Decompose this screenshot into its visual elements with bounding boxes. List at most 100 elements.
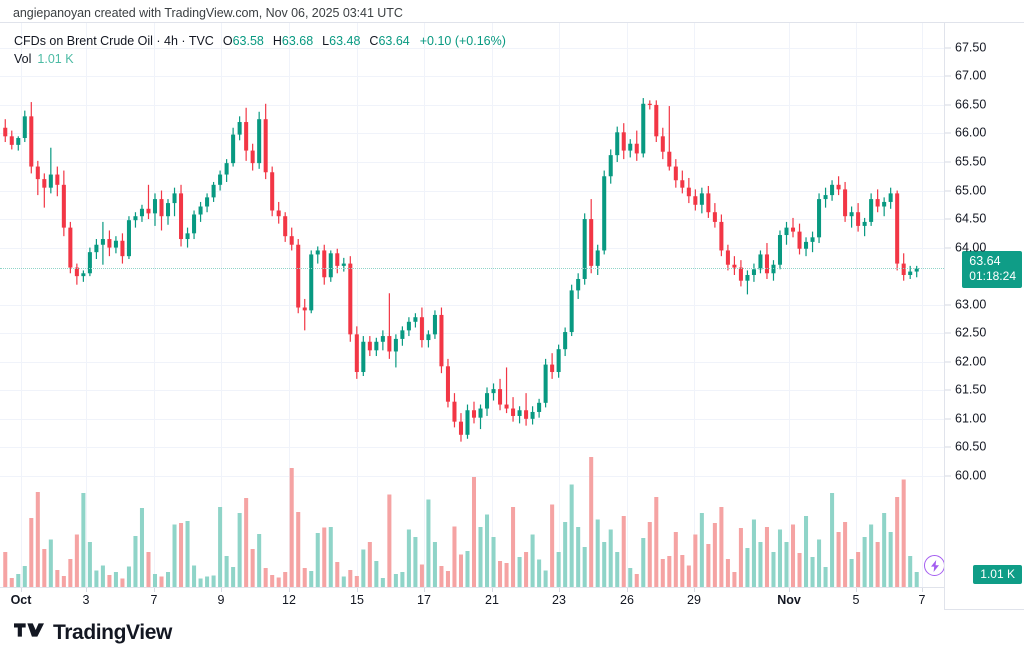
- price-tick-label: 65.00: [955, 183, 987, 198]
- horizontal-gridline: [0, 219, 944, 220]
- time-tick-label: 7: [150, 593, 158, 607]
- horizontal-gridline: [0, 419, 944, 420]
- time-tick-label: 29: [687, 593, 701, 607]
- price-tick-label: 60.00: [955, 468, 987, 483]
- time-tick-label: 26: [620, 593, 634, 607]
- price-tick-mark: [945, 161, 951, 163]
- chart-legend: CFDs on Brent Crude Oil · 4h · TVC O63.5…: [14, 33, 506, 68]
- horizontal-gridline: [0, 191, 944, 192]
- legend-volume-value: 1.01 K: [37, 52, 74, 66]
- last-price-line: [0, 268, 944, 269]
- vertical-gridline: [86, 23, 87, 587]
- time-tick-label: 3: [82, 593, 90, 607]
- price-tick-mark: [945, 47, 951, 49]
- legend-close-label: C: [369, 34, 379, 48]
- price-tick-label: 61.50: [955, 382, 987, 397]
- time-tick-mark: [86, 588, 87, 592]
- vertical-gridline: [492, 23, 493, 587]
- horizontal-gridline: [0, 76, 944, 77]
- time-tick-mark: [856, 588, 857, 592]
- last-price-value: 63.64: [969, 254, 1001, 268]
- time-tick-label: 9: [217, 593, 225, 607]
- legend-high: H63.68: [273, 33, 313, 50]
- legend-open-label: O: [222, 34, 233, 48]
- price-tick-label: 64.00: [955, 240, 987, 255]
- time-tick-label: 12: [282, 593, 296, 607]
- time-tick-mark: [21, 588, 22, 592]
- legend-close-value: 63.64: [378, 34, 410, 48]
- time-tick-mark: [922, 588, 923, 592]
- time-tick-mark: [627, 588, 628, 592]
- price-tick-mark: [945, 361, 951, 363]
- lightning-bolt-icon[interactable]: [924, 555, 944, 576]
- legend-high-label: H: [272, 34, 282, 48]
- legend-symbol[interactable]: CFDs on Brent Crude Oil · 4h · TVC: [14, 34, 214, 48]
- time-tick-label: 15: [350, 593, 364, 607]
- price-tick-mark: [945, 190, 951, 192]
- price-tick-label: 63.00: [955, 297, 987, 312]
- time-tick-mark: [357, 588, 358, 592]
- price-tick-mark: [945, 75, 951, 77]
- price-tick-label: 60.50: [955, 439, 987, 454]
- price-tick-label: 66.50: [955, 97, 987, 112]
- price-tick-mark: [945, 304, 951, 306]
- volume-badge: 1.01 K: [973, 565, 1022, 584]
- price-tick-mark: [945, 104, 951, 106]
- price-tick-label: 67.50: [955, 40, 987, 55]
- vertical-gridline: [289, 23, 290, 587]
- price-tick-mark: [945, 132, 951, 134]
- time-tick-label: 21: [485, 593, 499, 607]
- legend-volume-row: Vol 1.01 K: [14, 51, 506, 68]
- vertical-gridline: [154, 23, 155, 587]
- chart-plot-area[interactable]: CFDs on Brent Crude Oil · 4h · TVC O63.5…: [0, 23, 944, 609]
- price-tick-label: 66.00: [955, 125, 987, 140]
- horizontal-gridline: [0, 390, 944, 391]
- price-tick-label: 62.50: [955, 325, 987, 340]
- vertical-gridline: [21, 23, 22, 587]
- price-axis[interactable]: 63.64 01:18:24 1.01 K 67.50 67.00 66.50 66.…: [944, 23, 1024, 609]
- horizontal-gridline: [0, 248, 944, 249]
- vertical-gridline: [789, 23, 790, 587]
- price-tick-mark: [945, 389, 951, 391]
- vertical-gridline: [694, 23, 695, 587]
- horizontal-gridline: [0, 447, 944, 448]
- time-tick-mark: [289, 588, 290, 592]
- time-axis[interactable]: Oct 3 7 9 12 15 17 21 23 26 29 Nov 5 7: [0, 587, 944, 610]
- time-tick-mark: [154, 588, 155, 592]
- price-tick-mark: [945, 247, 951, 249]
- time-tick-mark: [221, 588, 222, 592]
- vertical-gridline: [221, 23, 222, 587]
- horizontal-gridline: [0, 305, 944, 306]
- price-tick-label: 67.00: [955, 68, 987, 83]
- vertical-gridline: [357, 23, 358, 587]
- horizontal-gridline: [0, 133, 944, 134]
- last-price-badge: 63.64 01:18:24: [962, 251, 1022, 288]
- time-tick-mark: [789, 588, 790, 592]
- chart-frame: CFDs on Brent Crude Oil · 4h · TVC O63.5…: [0, 22, 1024, 610]
- candlestick-series: [3, 98, 919, 587]
- time-tick-label: Nov: [777, 593, 801, 607]
- legend-open: O63.58: [223, 33, 264, 50]
- time-tick-mark: [559, 588, 560, 592]
- time-tick-label: 5: [852, 593, 860, 607]
- vertical-gridline: [627, 23, 628, 587]
- time-tick-label: Oct: [10, 593, 32, 607]
- legend-change: +0.10 (+0.16%): [419, 34, 506, 48]
- horizontal-gridline: [0, 105, 944, 106]
- horizontal-gridline: [0, 48, 944, 49]
- horizontal-gridline: [0, 476, 944, 477]
- vertical-gridline: [922, 23, 923, 587]
- price-tick-mark: [945, 332, 951, 334]
- price-tick-label: 65.50: [955, 154, 987, 169]
- price-tick-label: 64.50: [955, 211, 987, 226]
- horizontal-gridline: [0, 162, 944, 163]
- legend-high-value: 63.68: [281, 34, 314, 48]
- attribution-text: angiepanoyan created with TradingView.co…: [13, 6, 403, 20]
- horizontal-gridline: [0, 333, 944, 334]
- price-tick-mark: [945, 446, 951, 448]
- legend-close: C63.64: [369, 33, 409, 50]
- price-tick-label: 62.00: [955, 354, 987, 369]
- time-tick-label: 17: [417, 593, 431, 607]
- price-tick-mark: [945, 475, 951, 477]
